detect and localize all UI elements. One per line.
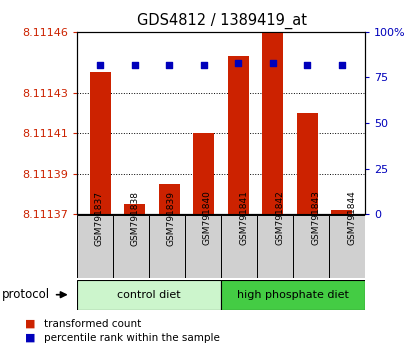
Bar: [293, 215, 329, 278]
Bar: [124, 204, 145, 214]
Bar: [221, 280, 365, 310]
Text: high phosphate diet: high phosphate diet: [237, 290, 349, 300]
Text: GSM791838: GSM791838: [131, 190, 140, 246]
Point: [132, 62, 138, 68]
Point: [338, 62, 345, 68]
Text: GSM791837: GSM791837: [95, 190, 104, 246]
Text: GSM791843: GSM791843: [311, 190, 320, 245]
Point: [97, 62, 104, 68]
Bar: [329, 215, 365, 278]
Text: GSM791840: GSM791840: [203, 190, 212, 245]
Bar: [113, 215, 149, 278]
Bar: [77, 280, 221, 310]
Bar: [228, 56, 249, 214]
Point: [269, 60, 276, 66]
Bar: [185, 215, 221, 278]
Text: GDS4812 / 1389419_at: GDS4812 / 1389419_at: [137, 12, 307, 29]
Text: GSM791842: GSM791842: [275, 191, 284, 245]
Bar: [90, 72, 110, 214]
Text: percentile rank within the sample: percentile rank within the sample: [44, 333, 220, 343]
Text: ■: ■: [25, 319, 35, 329]
Bar: [149, 215, 185, 278]
Text: transformed count: transformed count: [44, 319, 141, 329]
Bar: [193, 133, 214, 214]
Bar: [332, 210, 352, 214]
Text: GSM791839: GSM791839: [167, 190, 176, 246]
Text: ■: ■: [25, 333, 35, 343]
Text: control diet: control diet: [117, 290, 181, 300]
Text: GSM791844: GSM791844: [347, 191, 356, 245]
Bar: [77, 215, 113, 278]
Point: [304, 62, 310, 68]
Text: GSM791841: GSM791841: [239, 190, 248, 245]
Bar: [262, 32, 283, 214]
Bar: [159, 184, 180, 214]
Bar: [221, 215, 257, 278]
Bar: [297, 113, 317, 214]
Point: [200, 62, 207, 68]
Point: [166, 62, 173, 68]
Text: protocol: protocol: [2, 288, 50, 301]
Point: [235, 60, 242, 66]
Bar: [257, 215, 293, 278]
